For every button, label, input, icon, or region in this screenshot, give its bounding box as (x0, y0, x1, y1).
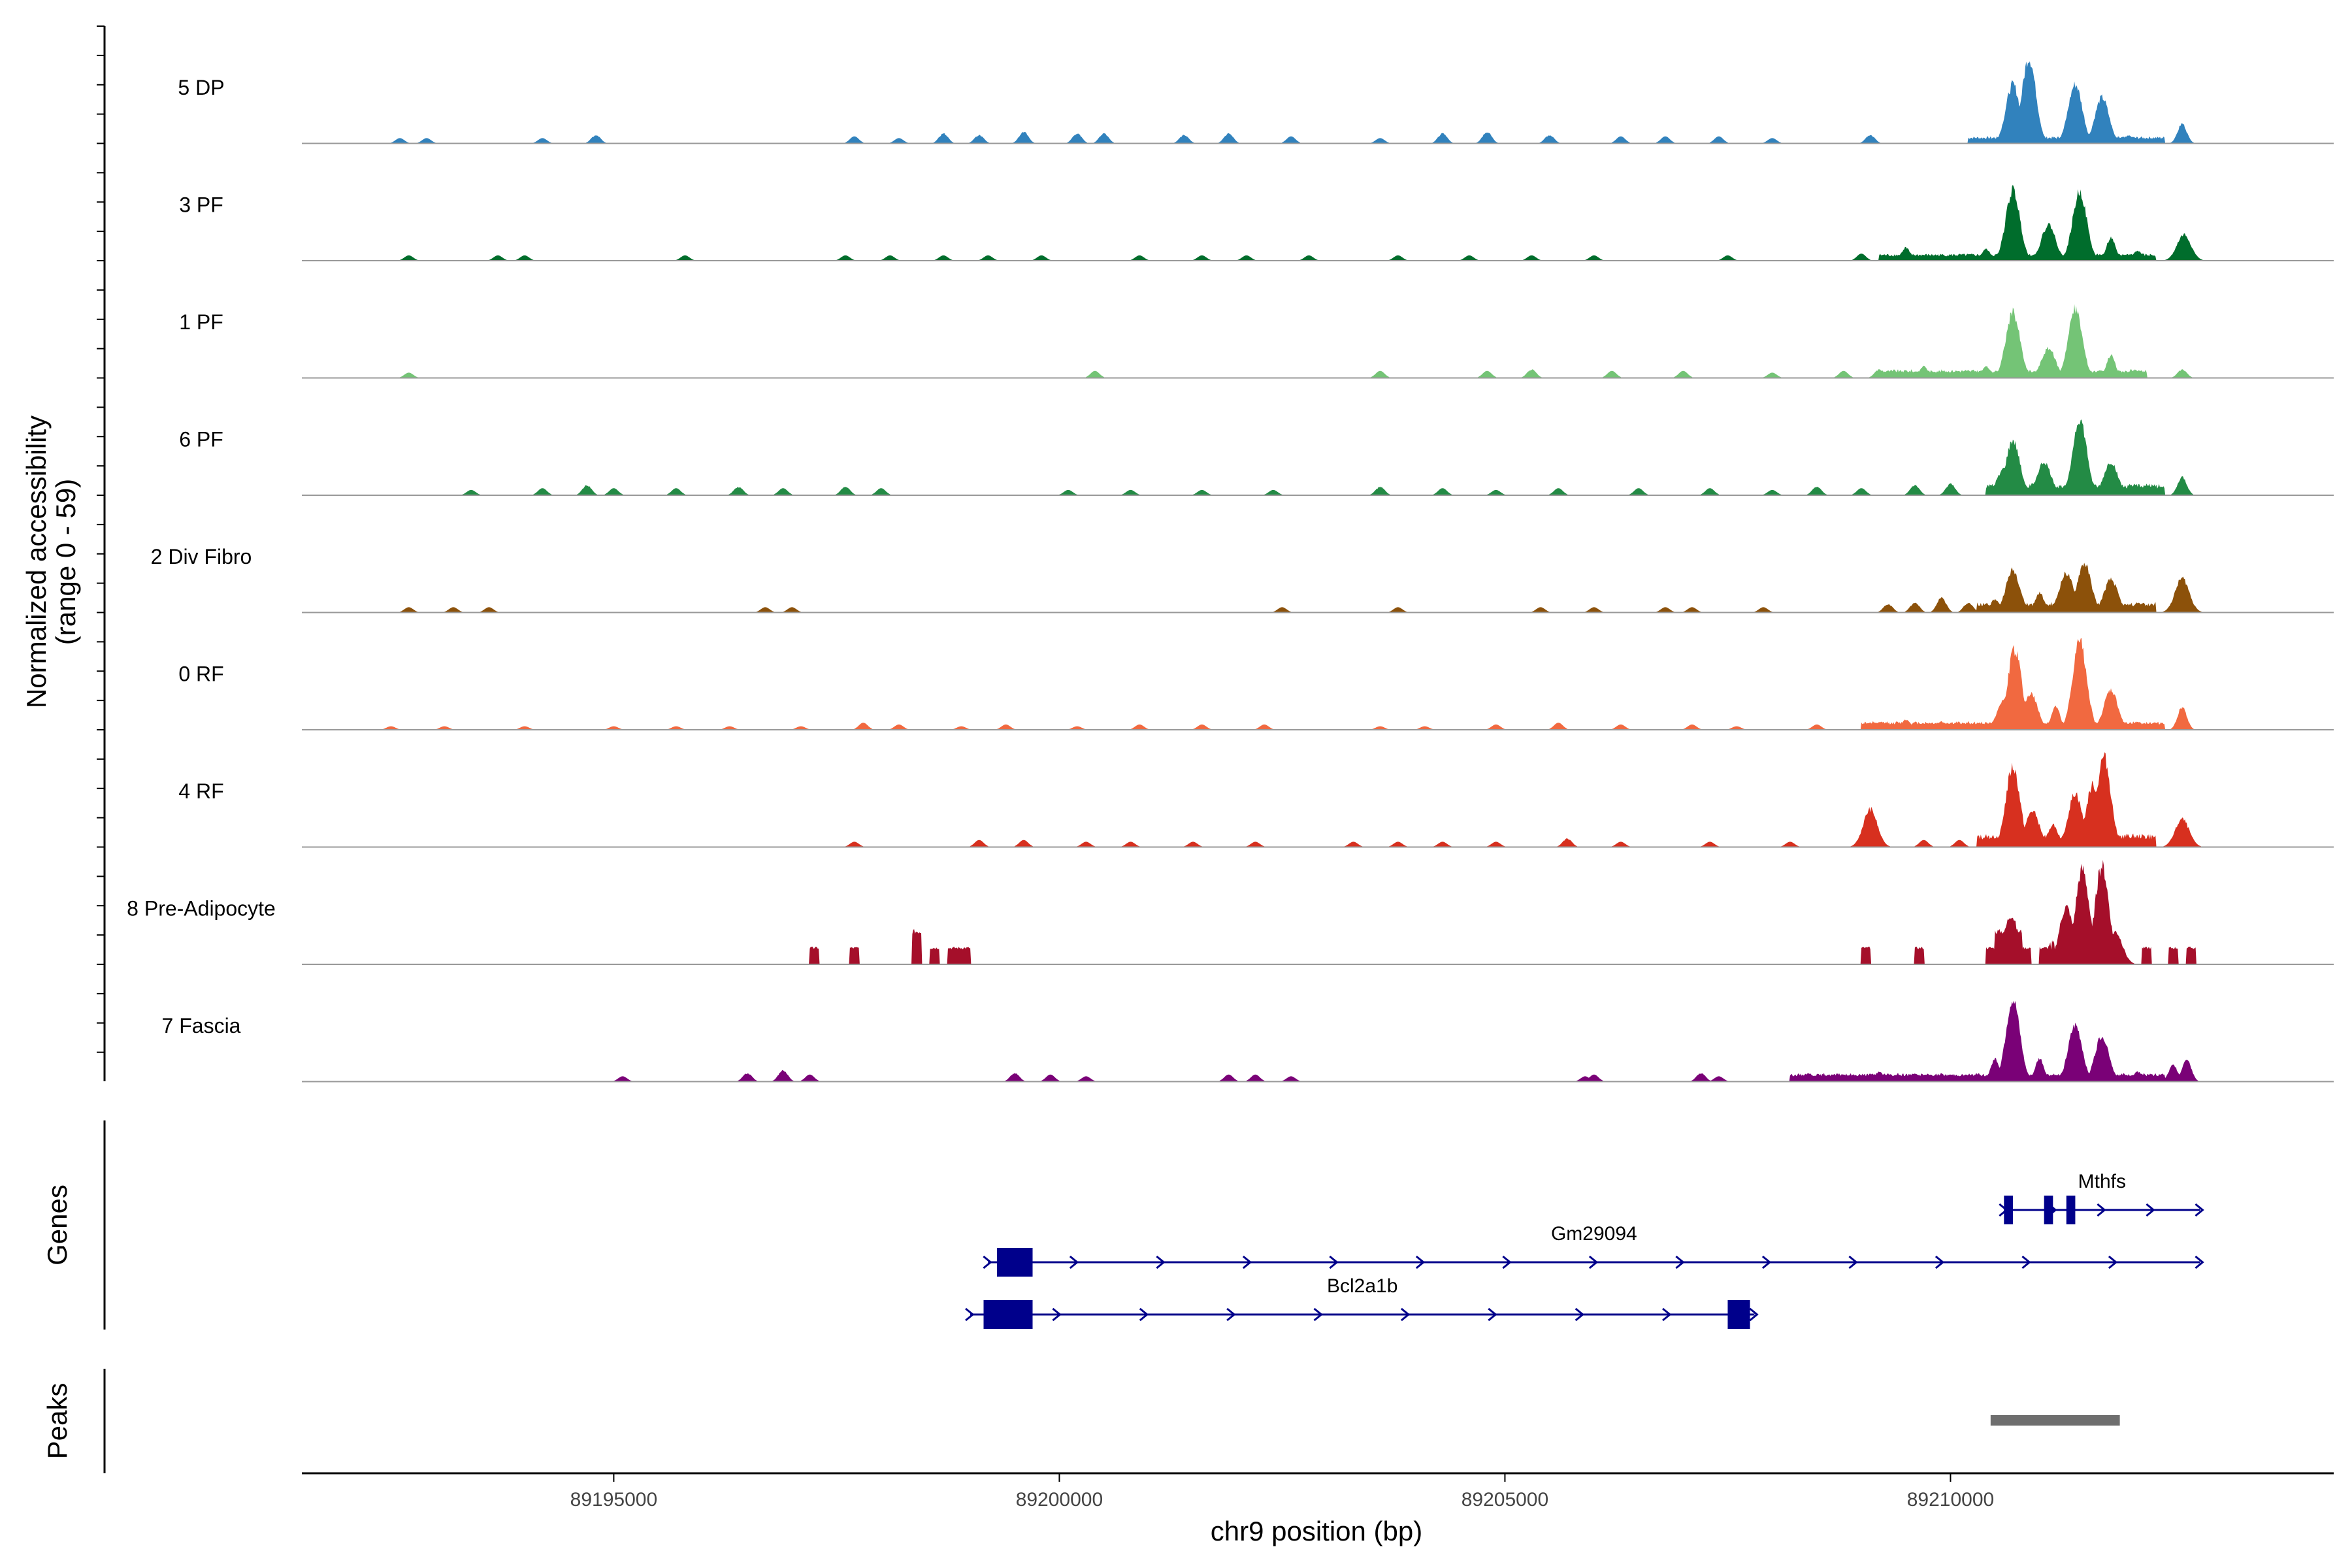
strand-arrow (1156, 1255, 1166, 1269)
strand-arrow (1400, 1307, 1411, 1322)
strand-arrow (1761, 1255, 1772, 1269)
strand-arrow (1502, 1255, 1512, 1269)
coverage-area-6-pf (302, 419, 2334, 495)
gene-track: Mthfs Gm29094 Bcl2a1b (965, 1171, 2204, 1329)
gene-label: Mthfs (2078, 1171, 2126, 1192)
coverage-tracks: 5 DP 3 PF 1 PF 6 PF 2 Div Fibro 0 RF 4 RF 8 Pre… (127, 61, 2334, 1083)
gene-label: Gm29094 (1551, 1223, 1637, 1245)
gene-exon (2004, 1196, 2013, 1224)
coverage-area-4-rf (302, 752, 2334, 847)
gene-gm29094: Gm29094 (983, 1223, 2204, 1277)
track-3-pf: 3 PF (179, 184, 2334, 261)
gene-label: Bcl2a1b (1327, 1275, 1397, 1297)
strand-arrow (1415, 1255, 1426, 1269)
x-axis: 89195000 89200000 89205000 89210000 (302, 1472, 2334, 1511)
track-label: 5 DP (178, 76, 224, 99)
peak-track (1990, 1415, 2120, 1426)
track-1-pf: 1 PF (179, 304, 2334, 379)
track-label: 2 Div Fibro (151, 545, 252, 568)
x-tick-label: 89210000 (1907, 1489, 1994, 1511)
strand-arrow (1329, 1255, 1339, 1269)
x-tick-label: 89205000 (1462, 1489, 1548, 1511)
strand-arrow (2108, 1255, 2118, 1269)
strand-arrow (1139, 1307, 1149, 1322)
track-label: 4 RF (178, 779, 223, 803)
gene-exon (983, 1300, 1033, 1329)
strand-arrow (1313, 1307, 1323, 1322)
x-tick-label: 89195000 (570, 1489, 657, 1511)
strand-arrow (1575, 1307, 1584, 1322)
strand-arrow (1848, 1255, 1858, 1269)
strand-arrow (2021, 1255, 2031, 1269)
strand-arrow (1052, 1307, 1062, 1322)
strand-arrow (2195, 1255, 2204, 1269)
track-4-rf: 4 RF (178, 752, 2334, 848)
coverage-area-1-pf (302, 304, 2334, 378)
strand-arrow (1242, 1255, 1252, 1269)
coverage-area-2-div-fibro (302, 563, 2334, 613)
gene-exon (996, 1248, 1033, 1277)
strand-arrow (983, 1255, 992, 1269)
track-8-pre-adipocyte: 8 Pre-Adipocyte (127, 860, 2334, 965)
gene-exon (2044, 1196, 2053, 1224)
strand-arrow (965, 1307, 975, 1322)
x-tick-label: 89200000 (1016, 1489, 1103, 1511)
gene-exon (2066, 1196, 2076, 1224)
peak-region (1990, 1415, 2120, 1426)
track-label: 3 PF (179, 193, 223, 217)
strand-arrow (1588, 1255, 1599, 1269)
y-axis-title-line1: Normalized accessibility (21, 416, 52, 708)
strand-arrow (1226, 1307, 1236, 1322)
coverage-area-3-pf (302, 184, 2334, 261)
strand-arrow (2097, 1203, 2106, 1217)
strand-arrow (1749, 1307, 1759, 1322)
track-label: 6 PF (179, 428, 223, 451)
track-label: 7 Fascia (162, 1014, 241, 1037)
track-7-fascia: 7 Fascia (162, 1000, 2334, 1083)
strand-arrow (1662, 1307, 1672, 1322)
track-label: 8 Pre-Adipocyte (127, 897, 276, 921)
gene-exon (1727, 1300, 1750, 1329)
strand-arrow (1935, 1255, 1945, 1269)
coverage-area-0-rf (302, 638, 2334, 730)
track-6-pf: 6 PF (179, 419, 2334, 496)
track-2-div-fibro: 2 Div Fibro (151, 545, 2334, 613)
track-5-dp: 5 DP (178, 61, 2334, 144)
strand-arrow (2195, 1203, 2204, 1217)
strand-arrow (2146, 1203, 2155, 1217)
coverage-area-7-fascia (302, 1000, 2334, 1082)
track-label: 1 PF (179, 310, 223, 334)
gene-bcl2a1b: Bcl2a1b (965, 1275, 1759, 1329)
strand-arrow (1675, 1255, 1685, 1269)
track-0-rf: 0 RF (178, 638, 2334, 730)
coverage-area-8-pre-adipocyte (302, 860, 2334, 964)
coverage-area-5-dp (302, 61, 2334, 144)
y-axis-title-line2: (range 0 - 59) (50, 479, 81, 645)
strand-arrow (1488, 1307, 1497, 1322)
gene-mthfs: Mthfs (1999, 1171, 2204, 1224)
genes-axis-title: Genes (42, 1184, 73, 1266)
track-label: 0 RF (178, 662, 223, 686)
x-axis-title: chr9 position (bp) (1211, 1516, 1423, 1546)
strand-arrow (1069, 1255, 1079, 1269)
y-axes (97, 25, 106, 1473)
peaks-axis-title: Peaks (42, 1383, 73, 1460)
